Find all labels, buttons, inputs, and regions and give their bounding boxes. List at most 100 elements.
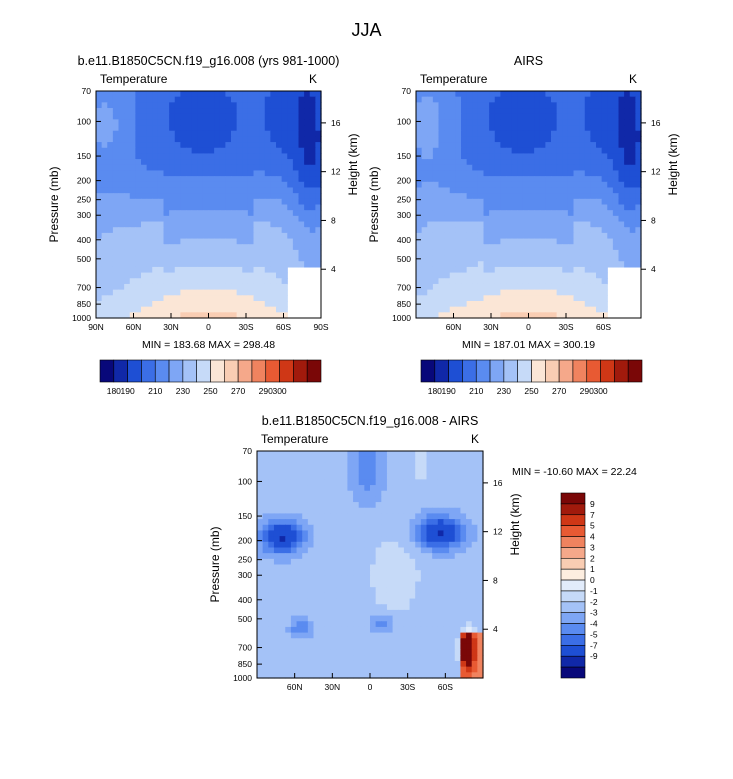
field-cell (386, 655, 394, 662)
colorbar-swatch (560, 623, 586, 635)
field-cell (276, 278, 283, 285)
field-cell (409, 462, 416, 469)
field-cell (534, 266, 541, 274)
field-cell (276, 306, 283, 313)
field-cell (319, 524, 326, 532)
field-cell (489, 193, 496, 200)
field-cell (259, 289, 266, 296)
field-cell (601, 272, 608, 279)
field-cell (270, 210, 277, 217)
field-cell (500, 295, 507, 302)
field-cell (163, 204, 170, 211)
field-cell (112, 244, 120, 251)
field-cell (364, 530, 371, 537)
field-cell (191, 306, 198, 313)
field-cell (219, 170, 226, 177)
field-cell (268, 564, 275, 571)
field-cell (257, 553, 264, 560)
field-cell (157, 215, 165, 223)
field-cell (214, 204, 221, 211)
field-cell (489, 272, 496, 279)
y-tick-label: 700 (77, 283, 91, 293)
field-cell (273, 615, 281, 622)
field-cell (341, 672, 348, 679)
field-cell (483, 181, 490, 189)
field-cell (262, 581, 269, 588)
field-cell (180, 278, 187, 285)
field-cell (556, 125, 563, 132)
field-cell (124, 238, 131, 245)
field-cell (534, 108, 541, 115)
field-cell (302, 451, 309, 458)
field-cell (472, 187, 479, 194)
field-cell (174, 198, 181, 206)
field-cell (449, 473, 456, 480)
field-cell (420, 541, 428, 549)
field-cell (511, 147, 518, 155)
field-cell (466, 598, 473, 605)
field-cell (494, 181, 501, 189)
field-cell (259, 136, 266, 143)
field-cell (466, 660, 473, 668)
field-cell (398, 536, 405, 543)
field-cell (472, 278, 479, 285)
field-cell (449, 530, 456, 537)
field-cell (101, 136, 108, 143)
field-cell (101, 102, 108, 109)
field-cell (494, 232, 501, 240)
field-cell (449, 283, 456, 291)
field-cell (500, 215, 507, 223)
field-cell (276, 170, 283, 177)
field-cell (347, 513, 354, 520)
field-cell (141, 102, 148, 109)
field-cell (432, 125, 440, 132)
field-cell (191, 198, 198, 206)
field-cell (225, 221, 232, 228)
field-cell (313, 575, 320, 583)
field-cell (511, 96, 518, 103)
x-tick-label: 0 (526, 322, 531, 332)
field-cell (551, 102, 558, 109)
field-cell (292, 147, 300, 155)
field-cell (247, 181, 255, 189)
field-cell (214, 198, 221, 206)
y-tick-label: 300 (77, 210, 91, 220)
field-cell (309, 187, 316, 194)
field-cell (253, 289, 260, 296)
field-cell (347, 660, 354, 668)
field-cell (287, 96, 294, 103)
field-cell (432, 473, 439, 480)
field-cell (596, 125, 603, 132)
field-cell (135, 204, 142, 211)
field-cell (590, 210, 597, 217)
field-cell (107, 232, 114, 240)
field-cell (556, 255, 563, 262)
field-cell (551, 244, 558, 251)
field-cell (341, 570, 348, 577)
field-cell (214, 278, 221, 285)
field-cell (494, 193, 501, 200)
field-cell (472, 289, 479, 296)
field-cell (444, 119, 451, 126)
field-cell (285, 655, 292, 662)
field-cell (511, 210, 518, 217)
field-cell (242, 204, 249, 211)
field-cell (163, 210, 170, 217)
field-cell (302, 666, 309, 673)
field-cell (612, 142, 620, 149)
field-cell (375, 649, 382, 656)
field-cell (336, 456, 343, 463)
field-cell (276, 227, 283, 234)
field-cell (483, 261, 490, 268)
field-cell (483, 164, 490, 172)
field-cell (409, 451, 416, 458)
field-cell (208, 278, 215, 285)
field-cell (112, 164, 120, 172)
field-cell (225, 125, 232, 132)
field-cell (454, 575, 461, 583)
field-cell (135, 108, 142, 115)
field-cell (285, 615, 292, 622)
field-cell (285, 473, 292, 480)
field-cell (409, 456, 416, 463)
field-cell (118, 312, 125, 319)
